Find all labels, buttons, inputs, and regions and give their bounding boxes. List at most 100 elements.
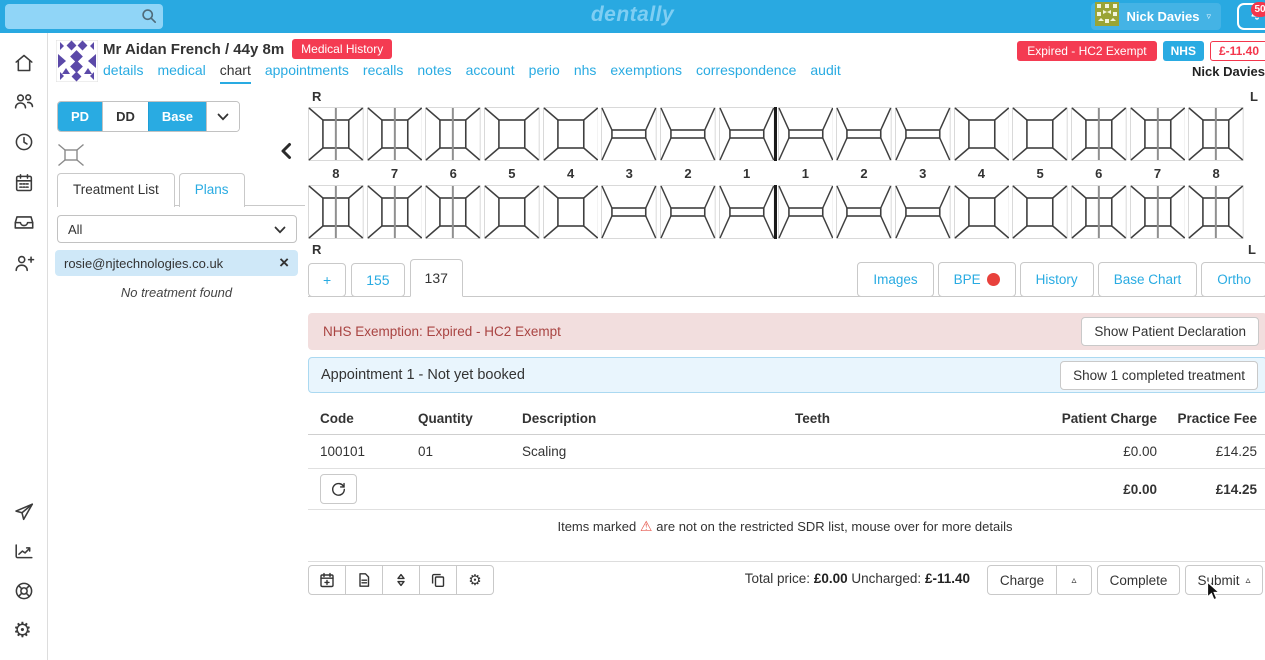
send-icon[interactable] xyxy=(13,501,35,523)
calendar-icon[interactable] xyxy=(13,172,35,194)
tooth-upper-4[interactable] xyxy=(953,107,1010,161)
balance-badge[interactable]: £-11.40 xyxy=(1209,41,1265,61)
tooth-lower-7[interactable] xyxy=(1129,185,1186,239)
tooth-upper-3[interactable] xyxy=(601,107,658,161)
tooth-lower-5[interactable] xyxy=(1012,185,1068,239)
tooth-lower-2[interactable] xyxy=(660,185,716,239)
mode-pd-button[interactable]: PD xyxy=(58,102,103,131)
tooth-lower-7[interactable] xyxy=(366,185,423,239)
inbox-icon[interactable] xyxy=(13,211,35,233)
tooth-upper-1[interactable] xyxy=(777,107,834,161)
reorder-icon[interactable] xyxy=(382,565,420,595)
collapse-panel-icon[interactable] xyxy=(278,141,294,166)
tooth-lower-2[interactable] xyxy=(836,185,892,239)
history-button[interactable]: History xyxy=(1019,262,1094,297)
tab-correspondence[interactable]: correspondence xyxy=(695,62,797,78)
medical-history-badge[interactable]: Medical History xyxy=(292,39,393,59)
tooth-upper-1[interactable] xyxy=(718,107,775,161)
tooth-upper-7[interactable] xyxy=(366,107,423,161)
tooth-number: 2 xyxy=(684,166,692,181)
patient-name: Mr Aidan French / 44y 8m Medical History xyxy=(103,39,393,60)
search-input[interactable] xyxy=(5,4,163,29)
tooth-lower-8[interactable] xyxy=(308,185,364,239)
table-row[interactable]: 100101 01 Scaling £0.00 £14.25 xyxy=(308,434,1265,469)
tooth-filter-icon[interactable] xyxy=(57,143,85,172)
tab-appointments[interactable]: appointments xyxy=(264,62,349,78)
chart-tab-137[interactable]: 137 xyxy=(409,259,463,297)
tooth-lower-1[interactable] xyxy=(718,185,775,239)
show-completed-treatment-button[interactable]: Show 1 completed treatment xyxy=(1060,360,1258,390)
tooth-upper-6[interactable] xyxy=(425,107,482,161)
tooth-upper-5[interactable] xyxy=(484,107,540,161)
cell xyxy=(783,434,1025,469)
copy-icon[interactable] xyxy=(419,565,457,595)
treatment-settings-icon[interactable]: ⚙ xyxy=(456,565,494,595)
notes-icon[interactable] xyxy=(345,565,383,595)
chart-tab-add[interactable]: + xyxy=(308,263,347,297)
tooth-upper-5[interactable] xyxy=(1012,107,1068,161)
tab-nhs[interactable]: nhs xyxy=(573,62,597,78)
tooth-lower-6[interactable] xyxy=(1070,185,1127,239)
tab-chart[interactable]: chart xyxy=(219,62,251,84)
tooth-upper-2[interactable] xyxy=(660,107,716,161)
tab-exemptions[interactable]: exemptions xyxy=(610,62,682,78)
mode-dd-button[interactable]: DD xyxy=(102,102,148,131)
tooth-lower-8[interactable] xyxy=(1188,185,1244,239)
tooth-lower-3[interactable] xyxy=(601,185,658,239)
tab-treatment-list[interactable]: Treatment List xyxy=(57,173,175,207)
submit-button[interactable]: Submit ▵ xyxy=(1185,565,1263,595)
tooth-lower-6[interactable] xyxy=(425,185,482,239)
tooth-upper-8[interactable] xyxy=(308,107,364,161)
base-chart-button[interactable]: Base Chart xyxy=(1097,262,1198,297)
tab-notes[interactable]: notes xyxy=(417,62,452,78)
tooth-number: 2 xyxy=(860,166,868,181)
complete-button[interactable]: Complete xyxy=(1097,565,1180,595)
tab-perio[interactable]: perio xyxy=(528,62,560,78)
tab-account[interactable]: account xyxy=(465,62,515,78)
mode-dropdown-caret[interactable] xyxy=(205,102,239,131)
refresh-fees-button[interactable] xyxy=(320,474,357,504)
appointment-banner[interactable]: Appointment 1 - Not yet booked Show 1 co… xyxy=(308,357,1265,393)
user-avatar xyxy=(1095,2,1120,31)
settings-icon[interactable]: ⚙ xyxy=(13,619,32,642)
tooth-lower-4[interactable] xyxy=(542,185,599,239)
tab-recalls[interactable]: recalls xyxy=(362,62,404,78)
home-icon[interactable] xyxy=(13,52,35,74)
recent-icon[interactable] xyxy=(13,131,35,153)
support-icon[interactable] xyxy=(13,580,35,602)
charge-button[interactable]: Charge xyxy=(987,565,1057,595)
notifications-button[interactable]: 50 xyxy=(1237,2,1265,30)
charge-options-caret[interactable]: ▵ xyxy=(1056,565,1092,595)
tooth-upper-3[interactable] xyxy=(894,107,951,161)
tooth-lower-3[interactable] xyxy=(894,185,951,239)
search-icon xyxy=(141,8,157,29)
tooth-upper-2[interactable] xyxy=(836,107,892,161)
tab-details[interactable]: details xyxy=(103,62,144,78)
cell: £0.00 xyxy=(1025,434,1165,469)
appointment-title: Appointment 1 - Not yet booked xyxy=(321,367,525,383)
patients-icon[interactable] xyxy=(13,90,35,112)
user-menu[interactable]: Nick Davies ▿ xyxy=(1091,2,1221,31)
tab-audit[interactable]: audit xyxy=(810,62,841,78)
tooth-upper-7[interactable] xyxy=(1129,107,1186,161)
add-appointment-icon[interactable] xyxy=(308,565,346,595)
tooth-upper-4[interactable] xyxy=(542,107,599,161)
uncharged-value: £-11.40 xyxy=(924,571,970,586)
tooth-lower-5[interactable] xyxy=(484,185,540,239)
bpe-button[interactable]: BPE xyxy=(937,262,1016,297)
tooth-upper-6[interactable] xyxy=(1070,107,1127,161)
chart-tab-155[interactable]: 155 xyxy=(351,263,405,297)
mode-base-button[interactable]: Base xyxy=(147,102,206,131)
add-patient-icon[interactable] xyxy=(13,252,35,274)
ortho-button[interactable]: Ortho xyxy=(1201,262,1265,297)
images-button[interactable]: Images xyxy=(857,262,934,297)
show-patient-declaration-button[interactable]: Show Patient Declaration xyxy=(1081,317,1259,346)
remove-email-icon[interactable]: × xyxy=(279,253,289,272)
reports-icon[interactable] xyxy=(13,540,35,562)
tooth-lower-1[interactable] xyxy=(777,185,834,239)
tooth-lower-4[interactable] xyxy=(953,185,1010,239)
tooth-upper-8[interactable] xyxy=(1188,107,1244,161)
tab-plans[interactable]: Plans xyxy=(178,173,245,207)
treatment-filter-select[interactable]: All xyxy=(57,215,297,243)
tab-medical[interactable]: medical xyxy=(157,62,206,78)
